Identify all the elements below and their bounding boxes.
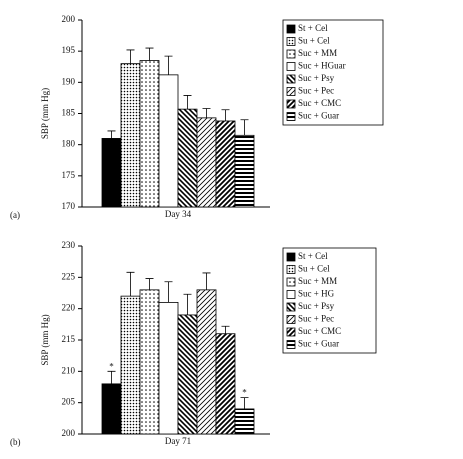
bar: [158, 301, 179, 435]
y-tick-label: 180: [62, 139, 76, 149]
y-tick-label: 225: [62, 271, 76, 281]
bar: [196, 117, 217, 208]
error-bar: [202, 272, 211, 290]
legend-swatch: [286, 74, 296, 84]
legend-swatch: [286, 315, 296, 324]
y-tick-label: 200: [62, 14, 76, 24]
legend-swatch: [286, 277, 296, 287]
y-tick-label: 220: [62, 303, 76, 313]
error-bar: [221, 325, 230, 334]
legend-label: Suc + Guar: [298, 111, 339, 121]
y-tick-label: 230: [62, 240, 76, 250]
bar: [234, 408, 255, 435]
bar: [120, 295, 141, 435]
legend-label: Suc + MM: [298, 276, 337, 286]
legend-label: Suc + MM: [298, 48, 337, 58]
legend-swatch: [286, 37, 296, 46]
legend-swatch: [286, 327, 296, 337]
legend-swatch: [286, 87, 296, 96]
legend-label: Suc + HGuar: [298, 61, 346, 71]
legend-swatch: [286, 49, 296, 59]
y-axis-label: SBP (mm Hg): [40, 314, 50, 365]
legend-label: Suc + HG: [298, 289, 335, 299]
bar: [177, 108, 198, 208]
legend-swatch: [286, 340, 296, 349]
legend-label: Su + Cel: [298, 264, 330, 274]
annotation: *: [242, 388, 247, 398]
bar: [177, 314, 198, 435]
error-bar: [126, 49, 135, 64]
error-bar: [164, 55, 173, 75]
panel-label: (a): [10, 210, 20, 220]
panel-label: (b): [10, 437, 21, 447]
error-bar: [183, 293, 192, 315]
y-tick-label: 185: [62, 108, 76, 118]
bar: [196, 289, 217, 435]
x-tick-label: Day 71: [165, 436, 191, 446]
y-tick-label: 205: [62, 397, 76, 407]
legend-swatch: [286, 99, 296, 109]
legend-label: Suc + Psy: [298, 301, 335, 311]
error-bar: [202, 108, 211, 118]
legend-swatch: [286, 252, 296, 262]
y-tick-label: 215: [62, 334, 76, 344]
legend-swatch: [286, 62, 296, 71]
error-bar: [145, 47, 154, 61]
error-bar: [126, 271, 135, 297]
legend-swatch: [286, 302, 296, 312]
x-tick-label: Day 34: [165, 209, 192, 219]
y-tick-label: 195: [62, 45, 76, 55]
y-tick-label: 190: [62, 76, 76, 86]
bar: [101, 383, 122, 435]
legend-label: St + Cel: [298, 23, 328, 33]
y-tick-label: 210: [62, 365, 76, 375]
legend-label: Suc + Pec: [298, 314, 334, 324]
legend-label: Suc + CMC: [298, 98, 341, 108]
legend-label: St + Cel: [298, 251, 328, 261]
y-tick-label: 170: [62, 201, 76, 211]
legend-label: Suc + Psy: [298, 73, 335, 83]
legend-label: Su + Cel: [298, 36, 330, 46]
error-bar: [240, 119, 249, 136]
error-bar: [107, 370, 116, 384]
legend-swatch: [286, 24, 296, 34]
y-tick-label: 175: [62, 170, 76, 180]
error-bar: [107, 130, 116, 139]
legend-label: Suc + CMC: [298, 326, 341, 336]
bar: [234, 134, 255, 208]
error-bar: [221, 109, 230, 121]
error-bar: [240, 397, 249, 409]
y-tick-label: 200: [62, 428, 76, 438]
bar: [139, 60, 160, 208]
legend-swatch: [286, 112, 296, 121]
legend-label: Suc + Pec: [298, 86, 334, 96]
legend-box: [282, 247, 377, 354]
bar: [139, 289, 160, 435]
bar: [158, 74, 179, 208]
annotation: *: [109, 361, 114, 371]
error-bar: [183, 95, 192, 110]
y-axis-label: SBP (mm Hg): [40, 88, 50, 139]
error-bar: [164, 281, 173, 303]
legend-swatch: [286, 265, 296, 274]
error-bar: [145, 278, 154, 290]
bar: [120, 63, 141, 208]
legend-label: Suc + Guar: [298, 339, 339, 349]
legend-box: [282, 19, 384, 126]
legend-swatch: [286, 290, 296, 299]
bar: [215, 333, 236, 435]
bar: [101, 138, 122, 208]
bar: [215, 120, 236, 208]
